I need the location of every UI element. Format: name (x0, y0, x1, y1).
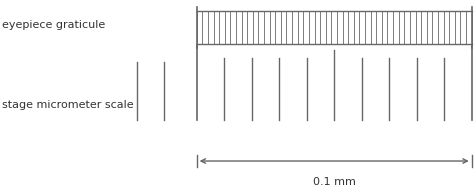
Text: stage micrometer scale: stage micrometer scale (2, 100, 134, 110)
Text: 0.1 mm: 0.1 mm (313, 177, 356, 187)
Text: eyepiece graticule: eyepiece graticule (2, 20, 106, 30)
